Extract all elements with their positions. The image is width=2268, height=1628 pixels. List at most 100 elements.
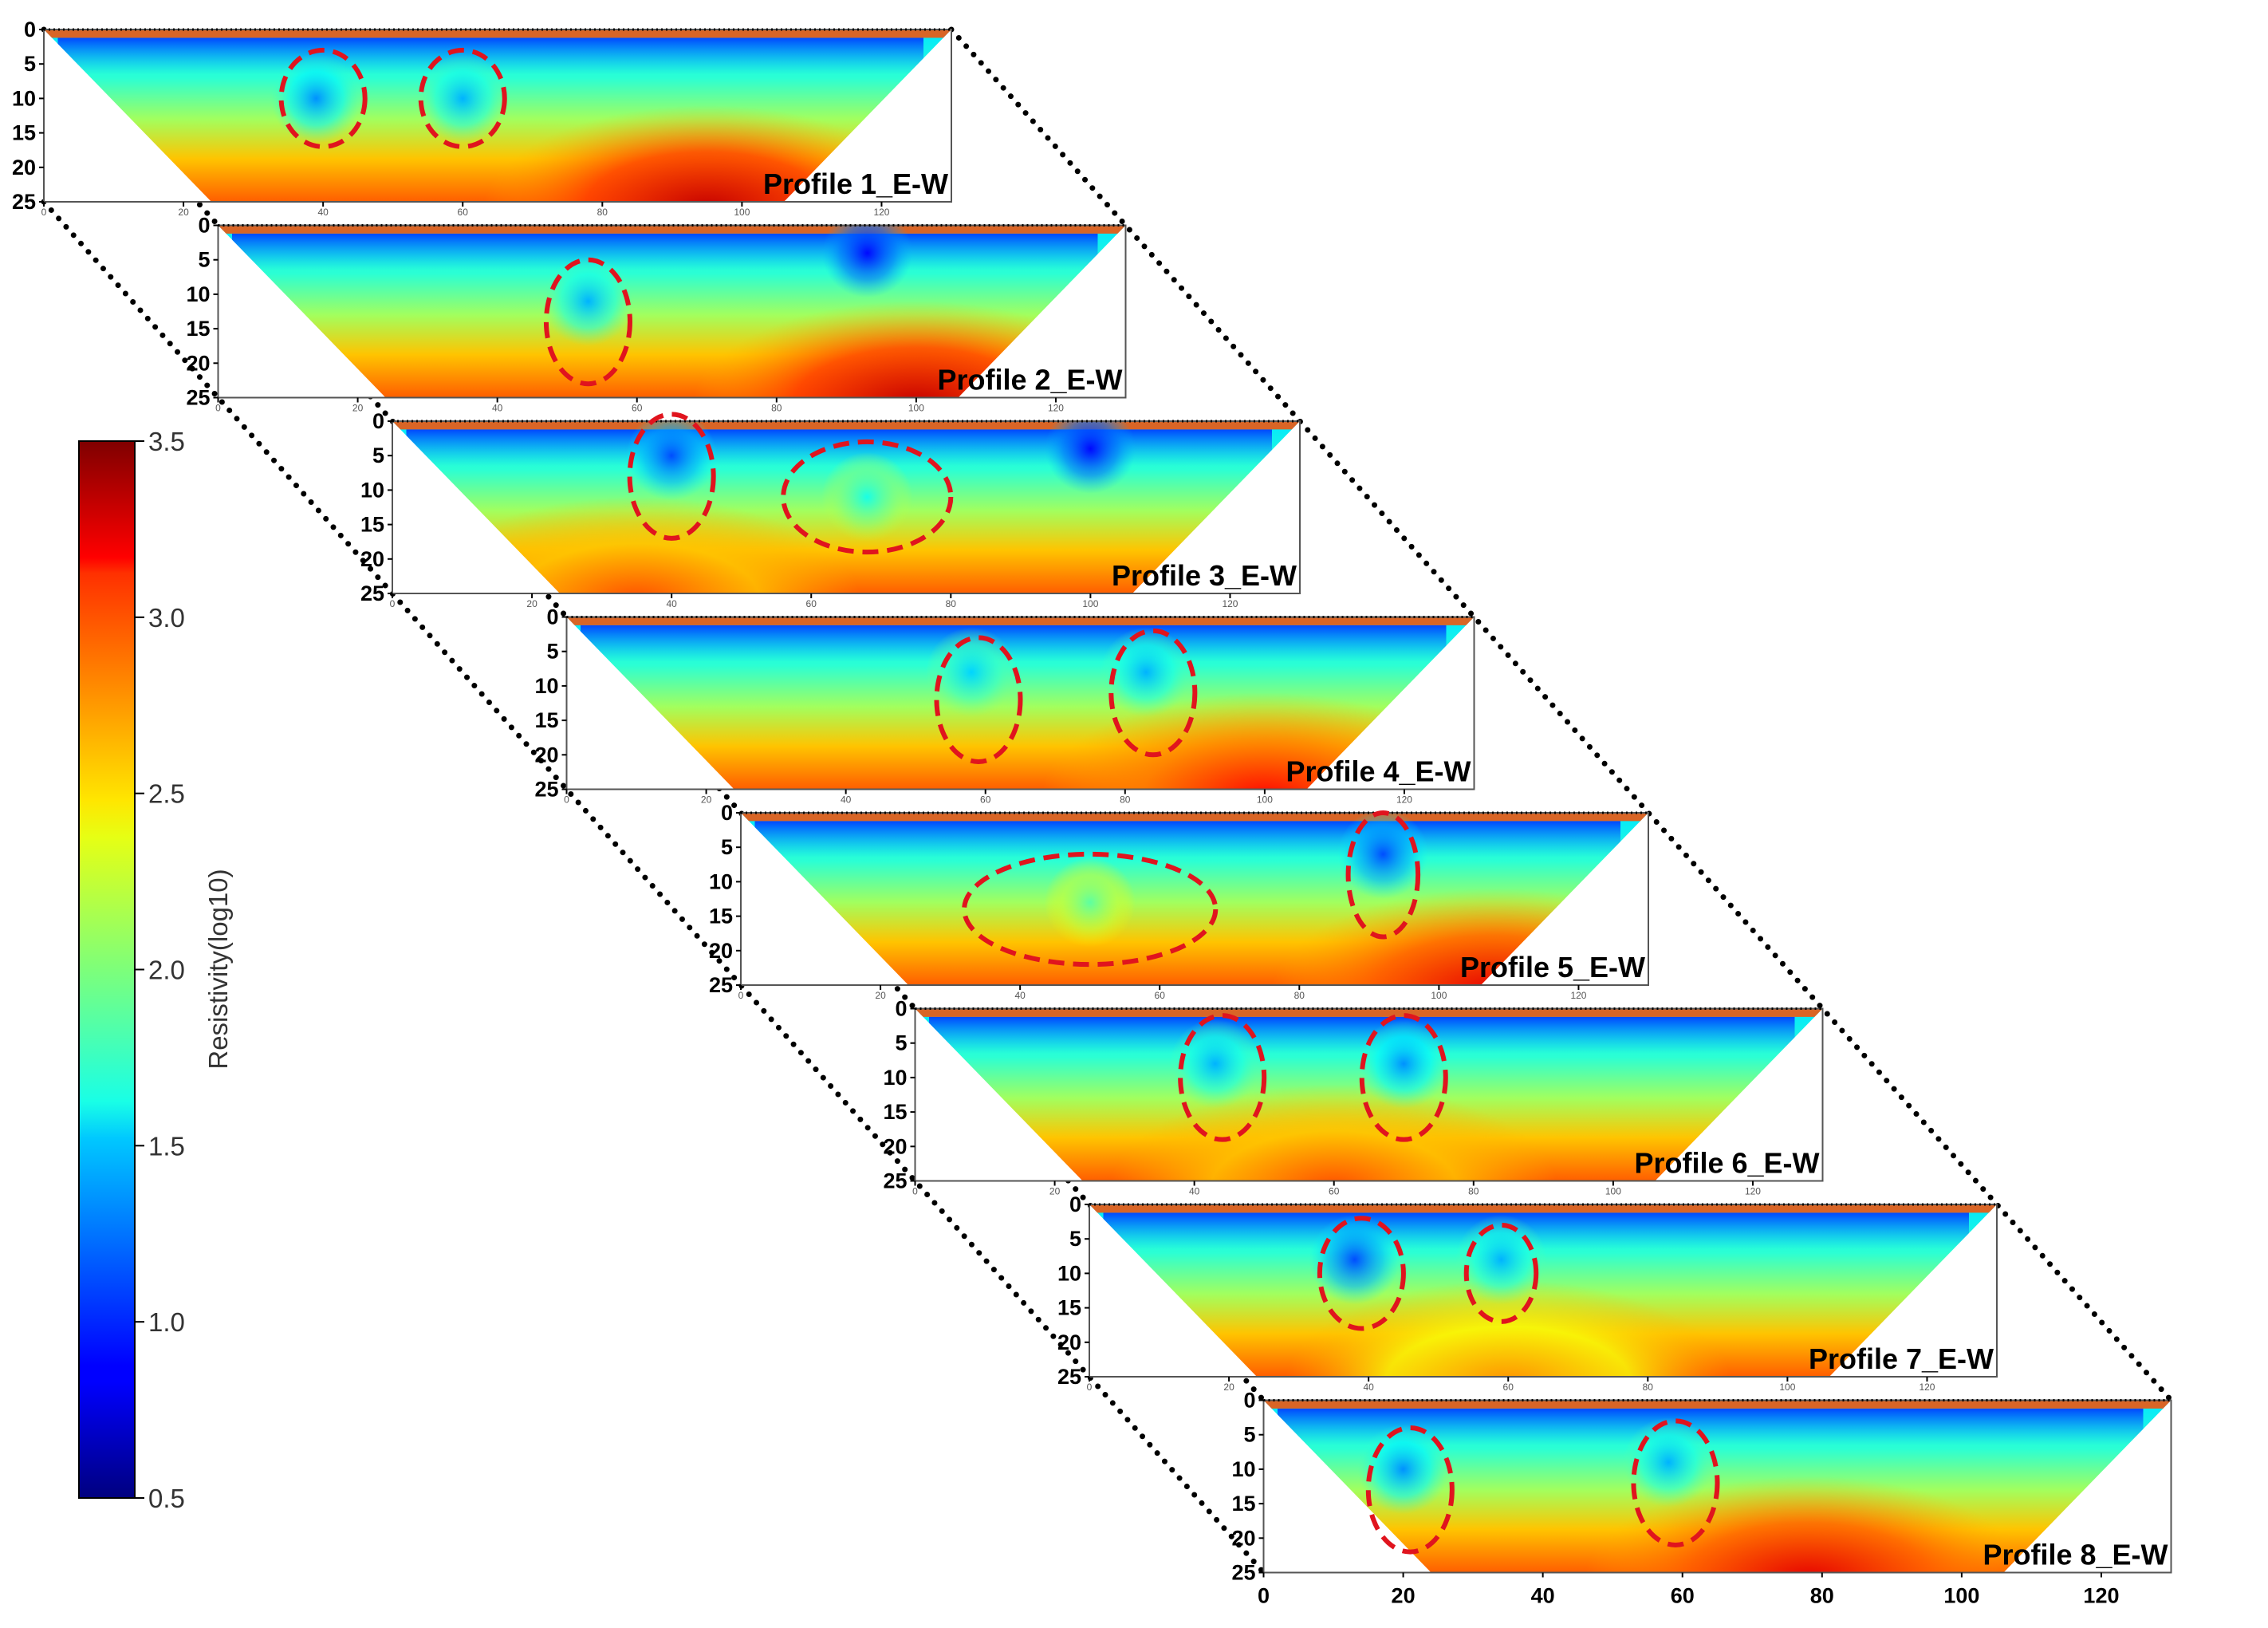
x-tick-label: 20: [352, 403, 364, 414]
anomaly-outline: [1463, 1222, 1539, 1324]
low-resistivity-zone: [1309, 1214, 1400, 1305]
y-tick-label: 5: [372, 443, 384, 467]
y-tick-label: 15: [709, 905, 733, 928]
colorbar-tick-label: 1.5: [148, 1131, 185, 1161]
x-tick-label: 120: [1396, 794, 1412, 806]
x-tick-label: 0: [1258, 1584, 1270, 1608]
low-resistivity-zone: [926, 627, 1018, 717]
low-resistivity-zone: [821, 451, 913, 542]
y-tick-label: 0: [1069, 1192, 1081, 1216]
x-tick-label: 80: [1810, 1584, 1834, 1608]
shallow-conductive-band: [754, 821, 1620, 858]
y-tick-label: 5: [198, 248, 210, 272]
anomaly-outline: [1317, 1216, 1406, 1331]
profile-label: Profile 1_E-W: [763, 168, 948, 200]
colorbar-ticks: 0.5 1.0 1.5 2.0 2.5 3.0 3.5: [135, 427, 185, 1513]
x-tick-label: 40: [492, 403, 503, 414]
y-tick-label: 25: [1057, 1365, 1081, 1389]
y-tick-label: 10: [709, 869, 733, 893]
x-tick-label: 100: [1605, 1186, 1621, 1197]
colorbar: 0.5 1.0 1.5 2.0 2.5 3.0 3.5 Resistivity(log10): [78, 427, 233, 1513]
connector-line: [41, 199, 1266, 1575]
y-tick-label: 10: [360, 478, 384, 502]
anomaly-outline: [781, 439, 954, 555]
x-tick-label: 100: [1779, 1382, 1795, 1393]
x-tick-label: 120: [1222, 598, 1238, 609]
surface-strip: [1263, 1400, 2172, 1409]
colorbar-tick-label: 2.0: [148, 956, 185, 985]
x-tick-label: 0: [390, 598, 396, 609]
profile-label: Profile 4_E-W: [1286, 755, 1471, 788]
profile-label: Profile 8_E-W: [1983, 1539, 2168, 1571]
y-tick-label: 15: [534, 708, 558, 732]
x-tick-label: 80: [946, 598, 957, 609]
y-tick-label: 5: [24, 52, 36, 76]
x-tick-label: 60: [1155, 990, 1166, 1001]
low-resistivity-zone: [1358, 1019, 1450, 1109]
y-tick-label: 20: [360, 547, 384, 571]
x-tick-label: 20: [1392, 1584, 1416, 1608]
x-tick-label: 120: [1048, 403, 1064, 414]
x-tick-label: 60: [980, 794, 991, 806]
y-tick-label: 10: [1231, 1457, 1255, 1481]
x-tick-label: 80: [1120, 794, 1131, 806]
y-tick-label: 0: [895, 997, 907, 1021]
y-tick-label: 25: [360, 581, 384, 605]
x-tick-label: 20: [875, 990, 886, 1001]
x-tick-label: 120: [1745, 1186, 1761, 1197]
profile-panel: 0 5 10 15 20 25 0 20 40 60 80 100 120 Profile 4_E-W: [534, 605, 1475, 806]
y-tick-label: 5: [1069, 1227, 1081, 1251]
low-resistivity-zone: [1045, 421, 1136, 494]
surface-strip: [44, 30, 951, 38]
x-tick-label: 40: [841, 794, 852, 806]
anomaly-outline: [418, 47, 507, 149]
low-resistivity-zone: [1044, 857, 1136, 948]
low-resistivity-zone: [270, 53, 362, 144]
x-tick-label: 0: [215, 403, 221, 414]
y-tick-label: 15: [1231, 1492, 1255, 1516]
connector-line: [948, 26, 2174, 1403]
x-tick-label: 20: [701, 794, 712, 806]
x-tick-label: 60: [632, 403, 643, 414]
section-heatmap: [915, 1008, 1823, 1181]
y-tick-label: 20: [12, 156, 36, 179]
anomaly-outline: [543, 257, 632, 387]
x-tick-label: 0: [1087, 1382, 1093, 1393]
shallow-conductive-band: [232, 233, 1098, 270]
profile-panel: 0 5 10 15 20 25 0 20 40 60 80 100 120 Profile 1_E-W: [12, 18, 952, 218]
y-tick-label: 10: [1057, 1261, 1081, 1285]
y-tick-label: 15: [12, 121, 36, 145]
profile-label: Profile 5_E-W: [1460, 951, 1645, 984]
profile-panel: 0 5 10 15 20 25 0 20 40 60 80 100 120 Profile 7_E-W: [1057, 1192, 1998, 1393]
x-tick-label: 100: [1257, 794, 1273, 806]
low-resistivity-zone: [821, 225, 913, 298]
y-tick-label: 20: [1231, 1526, 1255, 1550]
profile-panel: 0 5 10 15 20 25 0 20 40 60 80 100 120 Profile 2_E-W: [186, 214, 1127, 414]
y-tick-label: 25: [1231, 1561, 1255, 1585]
y-tick-label: 20: [883, 1134, 907, 1158]
y-tick-label: 10: [883, 1066, 907, 1090]
x-tick-label: 80: [1468, 1186, 1479, 1197]
anomaly-outline: [1108, 628, 1198, 758]
x-tick-label: 120: [873, 207, 889, 218]
low-resistivity-zone: [626, 421, 718, 501]
profile-label: Profile 3_E-W: [1112, 559, 1297, 592]
panel-frame: [1089, 1204, 1998, 1378]
section-heatmap: [392, 421, 1300, 593]
x-tick-label: 120: [1570, 990, 1586, 1001]
section-heatmap: [1089, 1204, 1997, 1377]
x-tick-label: 20: [526, 598, 537, 609]
y-tick-label: 0: [721, 801, 733, 825]
y-tick-label: 25: [12, 190, 36, 214]
anomaly-outline: [1365, 1425, 1455, 1555]
y-tick-label: 5: [721, 835, 733, 859]
surface-strip: [566, 617, 1475, 625]
low-resistivity-zone: [542, 256, 634, 346]
profile-panel: 0 5 10 15 20 25 0 20 40 60 80 100 120 Profile 3_E-W: [360, 409, 1301, 609]
profile-panel: 0 5 10 15 20 25 0 20 40 60 80 100 120 Profile 6_E-W: [883, 997, 1824, 1197]
low-resistivity-zone: [417, 53, 509, 144]
y-tick-label: 25: [186, 386, 210, 410]
y-tick-label: 15: [883, 1100, 907, 1124]
